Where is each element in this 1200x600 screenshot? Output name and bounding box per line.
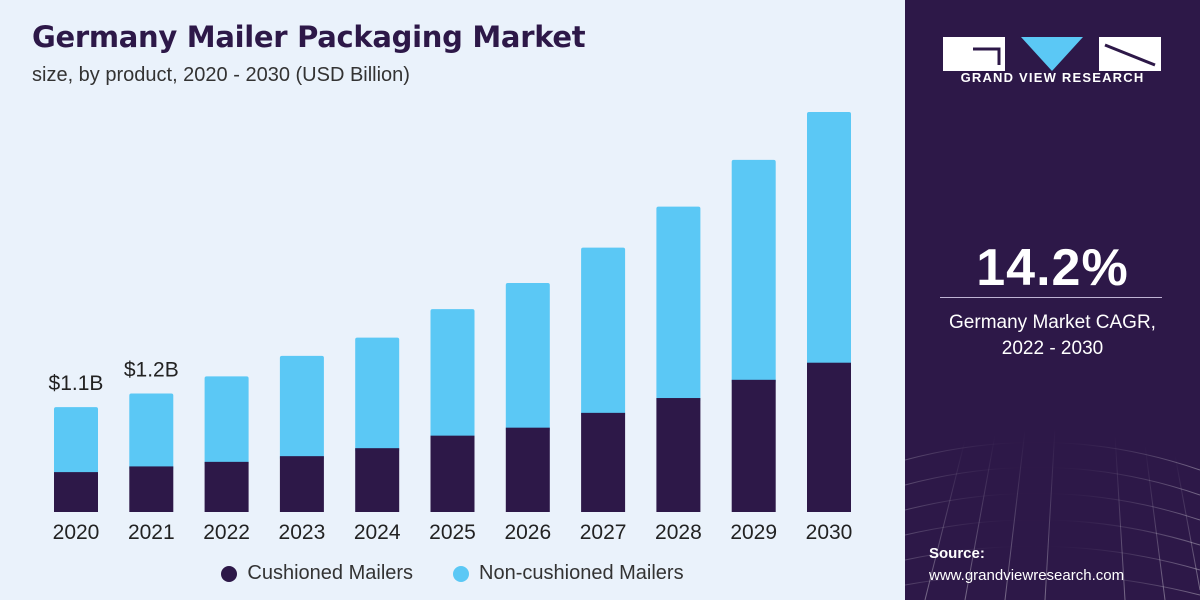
x-tick-label-2025: 2025	[429, 521, 476, 544]
cagr-divider	[940, 297, 1162, 298]
bar-cushioned-2020	[54, 472, 98, 512]
x-tick-label-2023: 2023	[279, 521, 326, 544]
bar-cushioned-2030	[807, 362, 851, 512]
chart-subtitle: size, by product, 2020 - 2030 (USD Billi…	[32, 64, 410, 86]
bar-non-cushioned-2029	[731, 159, 776, 384]
data-labels-layer: $1.1B $1.2B	[49, 358, 179, 395]
gvr-logo-icon	[943, 37, 1161, 71]
x-tick-label-2020: 2020	[53, 521, 100, 544]
bars-layer	[54, 112, 851, 512]
bar-cushioned-2027	[581, 412, 626, 512]
data-label-2020: $1.1B	[49, 372, 104, 395]
chart-panel: Germany Mailer Packaging Market size, by…	[0, 20, 905, 585]
bar-non-cushioned-2026	[505, 282, 550, 432]
bar-cushioned-2023	[279, 456, 324, 512]
bar-cushioned-2024	[355, 448, 400, 512]
info-panel: GRAND VIEW RESEARCH 14.2% Germany Market…	[905, 0, 1200, 600]
bar-non-cushioned-2027	[581, 247, 626, 417]
x-tick-label-2027: 2027	[580, 521, 627, 544]
legend-swatch-non-cushioned	[453, 565, 470, 582]
x-tick-label-2030: 2030	[806, 521, 853, 544]
x-tick-label-2024: 2024	[354, 521, 401, 544]
data-label-2021: $1.2B	[124, 358, 179, 381]
bar-cushioned-2022	[204, 461, 249, 512]
bar-cushioned-2026	[505, 427, 550, 512]
x-tick-label-2028: 2028	[655, 521, 702, 544]
cagr-value: 14.2%	[976, 239, 1129, 297]
x-tick-label-2021: 2021	[128, 521, 175, 544]
legend-item-cushioned: Cushioned Mailers	[221, 562, 413, 585]
bar-non-cushioned-2025	[430, 309, 475, 440]
brand-name: GRAND VIEW RESEARCH	[960, 70, 1145, 85]
cagr-label: Germany Market CAGR, 2022 - 2030	[905, 310, 1200, 362]
cagr-label-line2: 2022 - 2030	[1001, 338, 1104, 359]
legend-label-cushioned: Cushioned Mailers	[247, 562, 414, 584]
bar-non-cushioned-2020	[54, 407, 98, 477]
cagr-label-line1: Germany Market CAGR,	[949, 312, 1156, 333]
bar-chart: 2020 2021 2022 2023 2024 2025 2026 2027 2028 2029…	[49, 112, 853, 544]
chart-legend: Cushioned Mailers Non-cushioned Mailers	[0, 562, 905, 585]
source-url: www.grandviewresearch.com	[929, 567, 1125, 584]
bar-non-cushioned-2022	[204, 376, 249, 466]
source-title: Source:	[929, 545, 985, 562]
x-tick-label-2029: 2029	[730, 521, 777, 544]
x-tick-label-2022: 2022	[203, 521, 250, 544]
bar-cushioned-2021	[129, 466, 174, 512]
bar-cushioned-2028	[656, 398, 701, 512]
legend-swatch-cushioned	[221, 565, 238, 582]
x-tick-label-2026: 2026	[504, 521, 551, 544]
bar-non-cushioned-2028	[656, 206, 701, 403]
legend-item-non-cushioned: Non-cushioned Mailers	[453, 562, 684, 585]
perspective-grid-decoration	[905, 427, 1200, 600]
legend-label-non-cushioned: Non-cushioned Mailers	[479, 562, 684, 584]
bar-non-cushioned-2024	[355, 337, 400, 453]
tick-labels-layer: 2020 2021 2022 2023 2024 2025 2026 2027 2028 2029…	[53, 521, 853, 544]
bar-non-cushioned-2021	[129, 393, 174, 471]
bar-cushioned-2025	[430, 435, 475, 512]
bar-non-cushioned-2030	[807, 112, 851, 367]
bar-cushioned-2029	[731, 379, 776, 512]
bar-non-cushioned-2023	[279, 355, 324, 461]
chart-title: Germany Mailer Packaging Market	[32, 20, 586, 54]
